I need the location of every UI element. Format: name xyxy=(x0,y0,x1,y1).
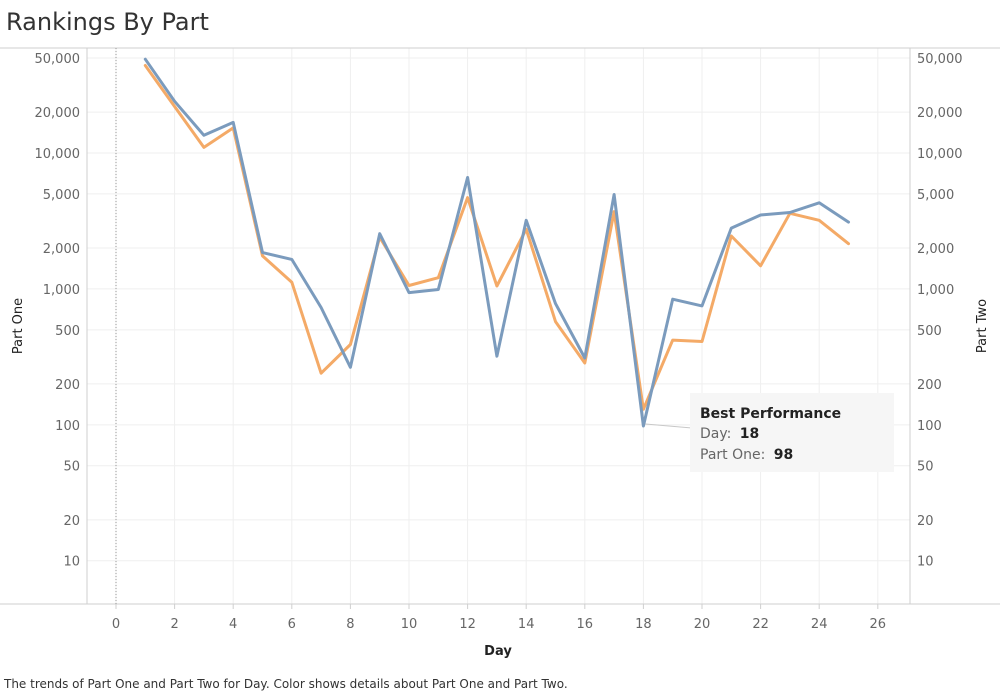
y-tick-label-left: 20,000 xyxy=(35,106,81,121)
y-tick-label-left: 5,000 xyxy=(43,188,80,203)
y-tick-label-left: 50 xyxy=(63,460,80,475)
y-tick-label-right: 50 xyxy=(917,460,934,475)
x-tick-label: 16 xyxy=(577,617,594,632)
series-line-part-one xyxy=(143,57,850,428)
tooltip-best-performance: Best Performance Day: 18 Part One: 98 xyxy=(645,393,894,472)
y-tick-label-left: 1,000 xyxy=(43,283,80,298)
x-tick-label: 10 xyxy=(401,617,418,632)
y-tick-label-right: 50,000 xyxy=(917,52,963,67)
y-tick-label-left: 100 xyxy=(55,419,80,434)
y-tick-label-right: 2,000 xyxy=(917,242,954,257)
y-axis-left-ticks: 50,000 20,000 10,000 5,000 2,000 1,000 500 200 1… xyxy=(35,52,81,570)
x-tick-label: 20 xyxy=(694,617,711,632)
x-tick-label: 2 xyxy=(170,617,178,632)
y-tick-label-right: 20 xyxy=(917,514,934,529)
tooltip-title: Best Performance xyxy=(700,406,841,422)
y-axis-right-ticks: 50,000 20,000 10,000 5,000 2,000 1,000 500 200 1… xyxy=(917,52,963,570)
x-tick-label: 14 xyxy=(518,617,535,632)
y-tick-label-left: 50,000 xyxy=(35,52,81,67)
y-tick-label-right: 500 xyxy=(917,324,942,339)
x-tick-label: 8 xyxy=(346,617,354,632)
x-tick-label: 6 xyxy=(288,617,296,632)
series-lines xyxy=(143,57,850,428)
y-tick-label-left: 20 xyxy=(63,514,80,529)
y-tick-label-right: 20,000 xyxy=(917,106,963,121)
y-tick-label-right: 5,000 xyxy=(917,188,954,203)
chart-title: Rankings By Part xyxy=(6,8,209,36)
tooltip-part-value: 98 xyxy=(774,447,793,463)
y-tick-label-left: 2,000 xyxy=(43,242,80,257)
y-tick-label-right: 1,000 xyxy=(917,283,954,298)
y-axis-left-label: Part One xyxy=(11,298,26,354)
y-tick-label-right: 10,000 xyxy=(917,147,963,162)
chart-caption: The trends of Part One and Part Two for … xyxy=(4,677,568,691)
tooltip-box xyxy=(690,393,894,472)
y-tick-label-right: 200 xyxy=(917,378,942,393)
tooltip-part-key: Part One: xyxy=(700,447,765,463)
tooltip-pointer xyxy=(645,423,693,429)
y-axis-right-label: Part Two xyxy=(975,299,990,353)
tooltip-day-key: Day: xyxy=(700,426,731,442)
y-tick-label-right: 10 xyxy=(917,555,934,570)
y-tick-label-left: 10,000 xyxy=(35,147,81,162)
x-tick-label: 4 xyxy=(229,617,237,632)
x-axis-label: Day xyxy=(484,644,512,659)
grid-lines xyxy=(87,48,910,604)
tooltip-day-row: Day: 18 xyxy=(700,425,759,442)
x-axis-ticks: 0 2 4 6 8 10 12 14 16 18 20 22 24 26 xyxy=(112,604,886,632)
y-tick-label-left: 500 xyxy=(55,324,80,339)
tooltip-day-value: 18 xyxy=(740,426,759,442)
tooltip-part-row: Part One: 98 xyxy=(700,446,793,463)
y-tick-label-left: 200 xyxy=(55,378,80,393)
y-tick-label-right: 100 xyxy=(917,419,942,434)
x-tick-label: 22 xyxy=(752,617,769,632)
x-tick-label: 24 xyxy=(811,617,828,632)
x-tick-label: 12 xyxy=(459,617,476,632)
x-tick-label: 26 xyxy=(870,617,887,632)
x-tick-label: 18 xyxy=(635,617,652,632)
chart-frame xyxy=(0,47,1000,605)
y-tick-label-left: 10 xyxy=(63,555,80,570)
series-line-part-two xyxy=(143,64,850,411)
x-tick-label: 0 xyxy=(112,617,120,632)
